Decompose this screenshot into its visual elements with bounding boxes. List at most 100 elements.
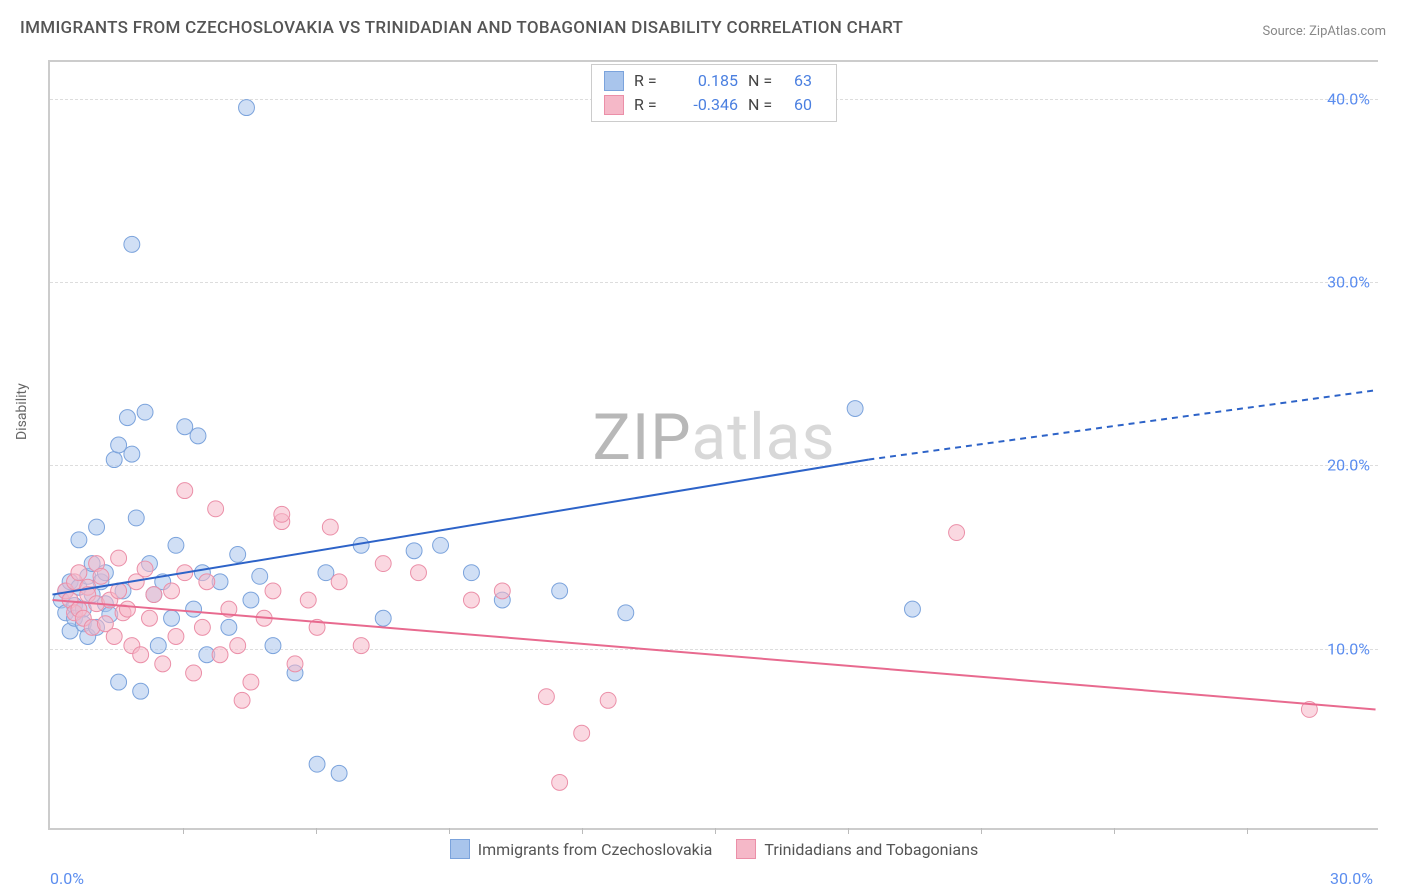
czech-point [190,428,206,444]
legend-n-value: 63 [794,69,824,93]
legend-swatch [604,71,624,91]
trinidad-point [106,629,122,645]
scatter-plot-svg [50,62,1378,828]
trinidad-point [142,610,158,626]
czech-point [433,537,449,553]
trinidad-point [574,725,590,741]
x-minor-tick [715,828,716,834]
x-minor-tick [449,828,450,834]
trinidad-point [137,561,153,577]
czech-point [71,532,87,548]
trinidad-point [194,619,210,635]
legend-n-value: 60 [794,93,824,117]
trinidad-point [494,583,510,599]
x-minor-tick [981,828,982,834]
x-minor-tick [848,828,849,834]
trinidad-point [287,656,303,672]
legend-series-label: Trinidadians and Tobagonians [764,840,978,859]
czech-point [186,601,202,617]
trinidad-point [552,774,568,790]
czech-point [309,756,325,772]
czech-point [119,410,135,426]
y-axis-label: Disability [14,383,30,440]
czech-point [168,537,184,553]
trinidad-point [274,506,290,522]
trinidad-point [155,656,171,672]
czech-point [552,583,568,599]
legend-swatch [736,839,756,859]
trinidad-point [186,665,202,681]
czech-point [164,610,180,626]
source-link[interactable]: ZipAtlas.com [1309,24,1386,39]
trinidad-point [71,565,87,581]
czech-point [124,446,140,462]
czech-point [111,674,127,690]
legend-series-item: Immigrants from Czechoslovakia [450,839,713,859]
czech-point [618,605,634,621]
trinidad-point [949,525,965,541]
czech-point [89,519,105,535]
trinidad-point [212,647,228,663]
legend-correlation-box: R = 0.185 N = 63R =-0.346N =60 [591,64,837,122]
legend-series-label: Immigrants from Czechoslovakia [478,840,713,859]
czech-point [137,404,153,420]
y-tick-label: 20.0% [1327,456,1370,475]
chart-plot-area: ZIPatlas R =0.185N =63R =-0.346N =60 Imm… [48,60,1378,830]
trinidad-point [168,629,184,645]
legend-correlation-row: R = 0.185 N = 63 [604,69,824,93]
legend-swatch [450,839,470,859]
legend-r-label: R = [634,93,670,117]
legend-series-item: Trinidadians and Tobagonians [736,839,978,859]
y-tick-label: 10.0% [1327,639,1370,658]
trinidad-point [600,692,616,708]
x-minor-tick [316,828,317,834]
trinidad-point [230,638,246,654]
czech-point [847,401,863,417]
trinidad-point [164,583,180,599]
y-tick-label: 30.0% [1327,273,1370,292]
trinidad-point [119,601,135,617]
czech-point [221,619,237,635]
legend-r-value: 0.185 [680,69,738,93]
trinidad-point [375,556,391,572]
legend-series: Immigrants from Czechoslovakia Trinidadia… [50,839,1378,863]
czech-point [252,568,268,584]
x-minor-tick [1247,828,1248,834]
trinidad-point [177,483,193,499]
trinidad-point [331,574,347,590]
y-tick-label: 40.0% [1327,89,1370,108]
x-minor-tick [1114,828,1115,834]
czech-point [133,683,149,699]
czech-point [463,565,479,581]
trinidad-point [538,689,554,705]
trinidad-point [111,550,127,566]
czech-point [128,510,144,526]
trinidad-point [243,674,259,690]
x-tick-label: 30.0% [1330,869,1373,888]
trinidad-point [300,592,316,608]
trinidad-point [133,647,149,663]
trinidad-point [234,692,250,708]
legend-r-label: R = [634,69,670,93]
x-minor-tick [183,828,184,834]
czech-regression-line-extrapolated [868,390,1375,459]
trinidad-point [208,501,224,517]
czech-point [243,592,259,608]
x-minor-tick [582,828,583,834]
trinidad-point [199,574,215,590]
czech-point [124,236,140,252]
legend-n-label: N = [748,69,784,93]
chart-title: IMMIGRANTS FROM CZECHOSLOVAKIA VS TRINID… [20,18,903,38]
czech-point [265,638,281,654]
trinidad-point [93,568,109,584]
trinidad-point [463,592,479,608]
trinidad-regression-line [52,600,1375,709]
legend-correlation-row: R =-0.346N =60 [604,93,824,117]
trinidad-point [146,587,162,603]
trinidad-point [353,638,369,654]
czech-point [239,100,255,116]
czech-point [905,601,921,617]
source-attribution: Source: ZipAtlas.com [1262,24,1386,39]
legend-swatch [604,95,624,115]
czech-point [150,638,166,654]
